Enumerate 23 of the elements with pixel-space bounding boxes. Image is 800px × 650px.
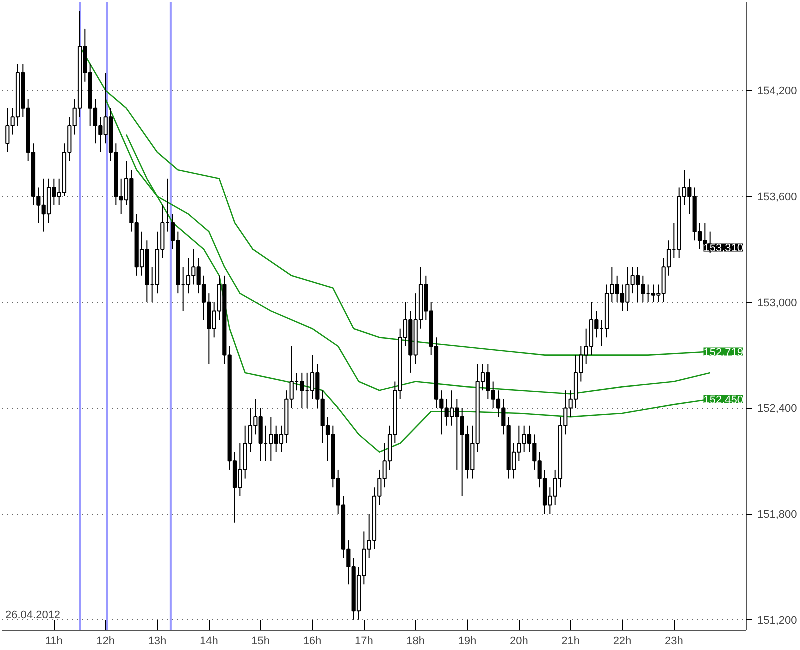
annotation: 152,450 [704,394,744,406]
annotation: 26.04.2012 [6,610,61,622]
x-tick-label: 12h [96,636,116,648]
x-tick-label: 18h [406,636,426,648]
x-tick-label: 19h [458,636,477,648]
x-tick-label: 23h [664,636,684,648]
x-tick-label: 11h [45,636,63,648]
y-tick-label: 151,200 [758,614,798,627]
y-tick-label: 154,200 [758,86,798,98]
annotation: 153,310 [704,242,744,255]
x-tick-label: 20h [510,636,528,648]
x-tick-label: 17h [354,636,374,648]
x-tick-label: 21h [562,636,580,648]
y-tick-label: 152,400 [758,403,798,416]
x-tick-label: 14h [200,636,218,648]
y-tick-label: 153,000 [758,297,798,310]
y-tick-label: 153,600 [758,192,798,204]
x-tick-label: 16h [303,636,322,648]
y-tick-label: 151,800 [758,509,798,522]
x-tick-label: 22h [613,636,632,648]
x-tick-label: 15h [252,636,270,648]
annotation: 152,719 [704,346,744,359]
x-tick-label: 13h [148,636,167,648]
